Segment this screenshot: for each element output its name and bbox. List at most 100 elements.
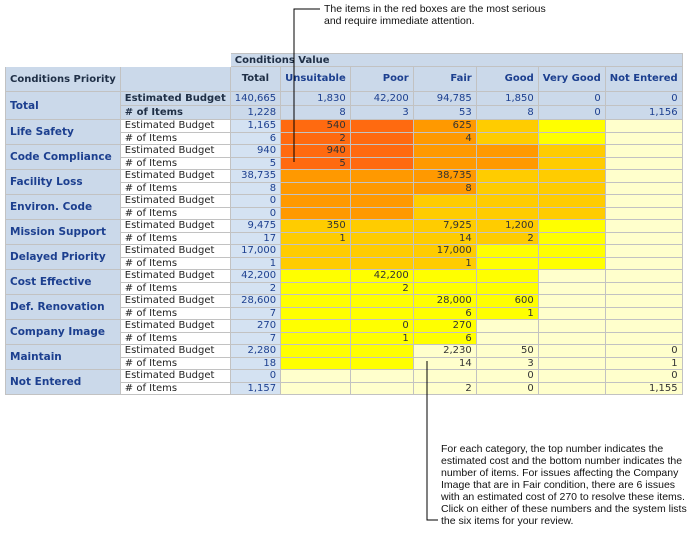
budget-cell[interactable] — [537, 319, 606, 333]
budget-cell[interactable] — [537, 169, 606, 183]
items-cell[interactable] — [604, 181, 683, 195]
total-items-cell[interactable]: 8 — [280, 105, 351, 120]
items-cell[interactable] — [475, 256, 539, 270]
items-cell[interactable]: 0 — [229, 206, 282, 220]
budget-cell[interactable]: 0 — [475, 369, 539, 383]
budget-cell[interactable]: 50 — [475, 344, 539, 358]
items-cell[interactable]: 2 — [412, 381, 477, 395]
column-header-total[interactable]: Total — [229, 66, 282, 92]
budget-cell[interactable]: 540 — [280, 119, 351, 133]
budget-cell[interactable]: 17,000 — [229, 244, 282, 258]
budget-cell[interactable] — [537, 294, 606, 308]
total-items-cell[interactable]: 1,228 — [229, 105, 282, 120]
budget-cell[interactable] — [604, 144, 683, 158]
total-items-cell[interactable]: 8 — [475, 105, 539, 120]
items-cell[interactable]: 1,157 — [229, 381, 282, 395]
budget-cell[interactable] — [604, 219, 683, 233]
budget-cell[interactable]: 28,000 — [412, 294, 477, 308]
budget-cell[interactable] — [604, 294, 683, 308]
budget-cell[interactable] — [475, 169, 539, 183]
items-cell[interactable] — [412, 156, 477, 170]
items-cell[interactable]: 1 — [280, 231, 351, 245]
items-cell[interactable]: 8 — [229, 181, 282, 195]
column-header-good[interactable]: Good — [475, 66, 539, 92]
items-cell[interactable]: 1 — [349, 331, 414, 345]
items-cell[interactable] — [537, 181, 606, 195]
items-cell[interactable] — [537, 256, 606, 270]
items-cell[interactable] — [349, 306, 414, 320]
budget-cell[interactable] — [349, 369, 414, 383]
items-cell[interactable] — [349, 256, 414, 270]
budget-cell[interactable] — [349, 119, 414, 133]
budget-cell[interactable] — [280, 294, 351, 308]
items-cell[interactable] — [537, 206, 606, 220]
total-budget-cell[interactable]: 140,665 — [229, 91, 282, 106]
budget-cell[interactable]: 42,200 — [349, 269, 414, 283]
budget-cell[interactable] — [349, 194, 414, 208]
budget-cell[interactable] — [475, 119, 539, 133]
budget-cell[interactable] — [412, 369, 477, 383]
items-cell[interactable] — [349, 131, 414, 145]
budget-cell[interactable] — [280, 344, 351, 358]
budget-cell[interactable]: 2,280 — [229, 344, 282, 358]
budget-cell[interactable] — [349, 144, 414, 158]
budget-cell[interactable]: 7,925 — [412, 219, 477, 233]
budget-cell[interactable]: 0 — [604, 344, 683, 358]
column-header-fair[interactable]: Fair — [412, 66, 477, 92]
items-cell[interactable] — [349, 206, 414, 220]
items-cell[interactable] — [280, 306, 351, 320]
items-cell[interactable]: 6 — [412, 331, 477, 345]
budget-cell[interactable]: 270 — [229, 319, 282, 333]
budget-cell[interactable] — [537, 369, 606, 383]
items-cell[interactable]: 6 — [229, 131, 282, 145]
items-cell[interactable] — [604, 131, 683, 145]
total-budget-cell[interactable]: 94,785 — [412, 91, 477, 106]
budget-cell[interactable]: 38,735 — [412, 169, 477, 183]
column-header-not-entered[interactable]: Not Entered — [604, 66, 683, 92]
items-cell[interactable] — [537, 156, 606, 170]
items-cell[interactable] — [349, 181, 414, 195]
budget-cell[interactable] — [349, 344, 414, 358]
total-budget-cell[interactable]: 1,850 — [475, 91, 539, 106]
total-items-cell[interactable]: 1,156 — [604, 105, 683, 120]
budget-cell[interactable] — [537, 194, 606, 208]
items-cell[interactable]: 2 — [475, 231, 539, 245]
budget-cell[interactable] — [475, 244, 539, 258]
total-items-cell[interactable]: 3 — [349, 105, 414, 120]
items-cell[interactable] — [537, 131, 606, 145]
items-cell[interactable] — [280, 256, 351, 270]
total-budget-cell[interactable]: 0 — [604, 91, 683, 106]
items-cell[interactable] — [604, 156, 683, 170]
items-cell[interactable] — [349, 356, 414, 370]
column-header-poor[interactable]: Poor — [349, 66, 414, 92]
items-cell[interactable] — [537, 306, 606, 320]
items-cell[interactable]: 2 — [349, 281, 414, 295]
items-cell[interactable]: 5 — [280, 156, 351, 170]
budget-cell[interactable]: 940 — [229, 144, 282, 158]
items-cell[interactable] — [604, 331, 683, 345]
items-cell[interactable] — [280, 206, 351, 220]
items-cell[interactable] — [537, 331, 606, 345]
budget-cell[interactable] — [475, 319, 539, 333]
budget-cell[interactable]: 17,000 — [412, 244, 477, 258]
budget-cell[interactable]: 0 — [229, 369, 282, 383]
total-budget-cell[interactable]: 1,830 — [280, 91, 351, 106]
items-cell[interactable]: 7 — [229, 306, 282, 320]
items-cell[interactable] — [349, 231, 414, 245]
column-header-very-good[interactable]: Very Good — [537, 66, 606, 92]
items-cell[interactable]: 1 — [604, 356, 683, 370]
budget-cell[interactable]: 270 — [412, 319, 477, 333]
items-cell[interactable] — [537, 281, 606, 295]
items-cell[interactable] — [280, 381, 351, 395]
budget-cell[interactable]: 38,735 — [229, 169, 282, 183]
items-cell[interactable]: 1 — [229, 256, 282, 270]
items-cell[interactable]: 2 — [229, 281, 282, 295]
budget-cell[interactable]: 2,230 — [412, 344, 477, 358]
items-cell[interactable] — [604, 306, 683, 320]
items-cell[interactable] — [349, 381, 414, 395]
budget-cell[interactable]: 0 — [229, 194, 282, 208]
items-cell[interactable]: 1,155 — [604, 381, 683, 395]
items-cell[interactable]: 4 — [412, 131, 477, 145]
total-items-cell[interactable]: 53 — [412, 105, 477, 120]
total-items-cell[interactable]: 0 — [537, 105, 606, 120]
